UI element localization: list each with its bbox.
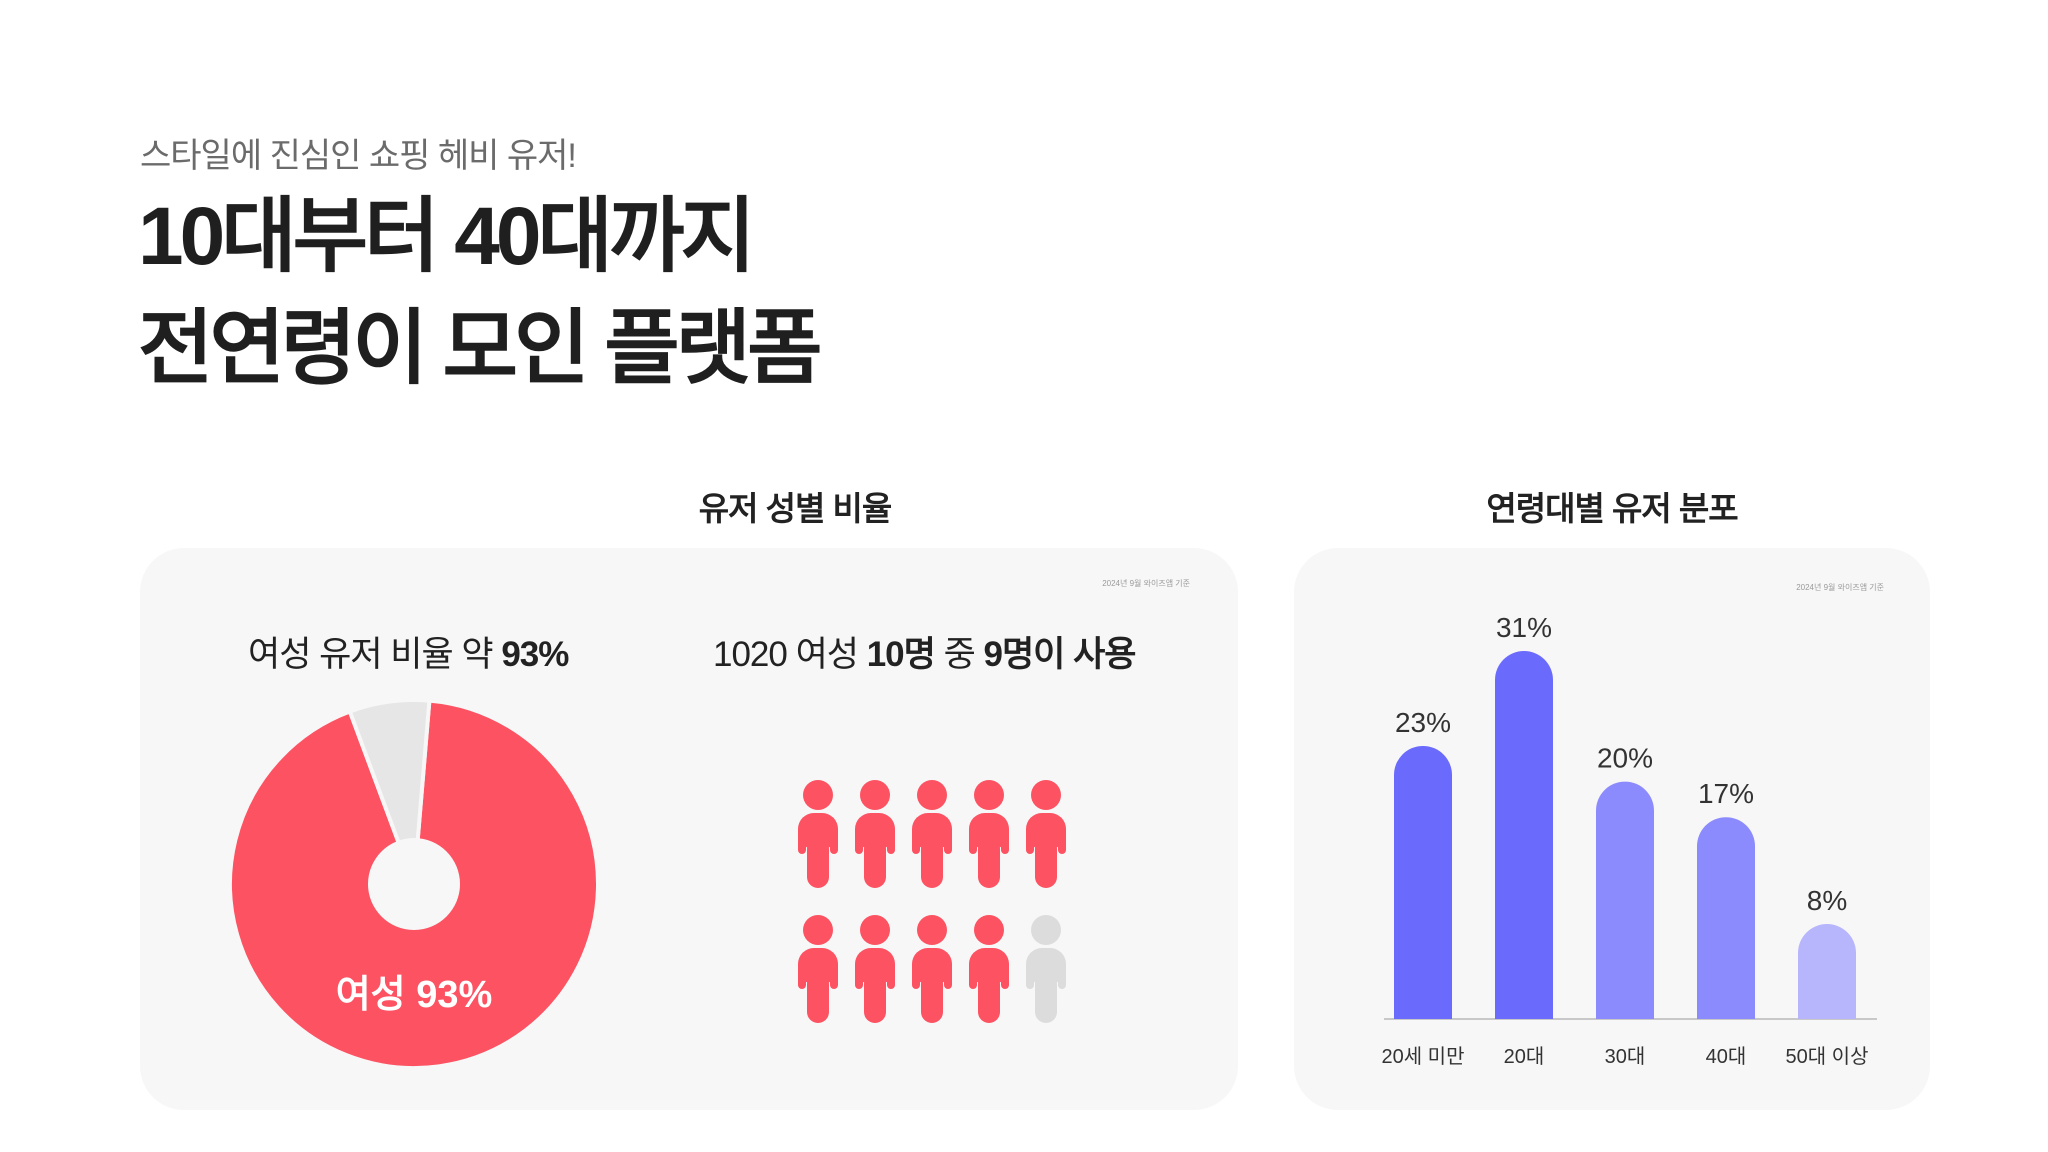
- gender-ratio-card: 2024년 9월 와이즈앱 기준 여성 유저 비율 약 93% 1020 여성 …: [140, 548, 1238, 1110]
- person-icon: [855, 915, 895, 1023]
- page-title-line1: 10대부터 40대까지: [138, 191, 756, 282]
- age-bar-chart: 23% 20세 미만 31% 20대 20% 30대 17% 40대 8% 50대 이상: [1381, 612, 1877, 1068]
- age-section-title: 연령대별 유저 분포: [1486, 490, 1738, 527]
- person-pictogram: [798, 780, 1066, 1023]
- gender-section-title: 유저 성별 비율: [698, 490, 893, 527]
- pie-slice-other: [347, 698, 432, 885]
- category-label: 40대: [1706, 1045, 1747, 1068]
- source-note: 2024년 9월 와이즈앱 기준: [1796, 583, 1884, 592]
- page-subtitle: 스타일에 진심인 쇼핑 헤비 유저!: [140, 137, 577, 175]
- bar: [1596, 781, 1654, 1019]
- heading-value: 9명이 사용: [983, 635, 1137, 674]
- young-female-heading: 1020 여성 10명 중 9명이 사용: [713, 626, 1137, 677]
- bar: [1697, 817, 1755, 1019]
- bar-value-label: 17%: [1698, 778, 1754, 809]
- category-label: 50대 이상: [1785, 1045, 1868, 1068]
- bar: [1798, 924, 1856, 1019]
- heading-value: 93%: [501, 635, 569, 674]
- category-label: 20세 미만: [1381, 1045, 1464, 1068]
- heading-text: 여성 유저 비율 약: [248, 635, 502, 674]
- person-icon: [798, 915, 838, 1023]
- person-icon: [855, 780, 895, 888]
- age-distribution-card: 2024년 9월 와이즈앱 기준 23% 20세 미만 31% 20대 20% 30대 17…: [1294, 548, 1930, 1110]
- person-icon: [912, 780, 952, 888]
- person-icon: [1026, 780, 1066, 888]
- bar: [1394, 745, 1452, 1019]
- page-title-line2: 전연령이 모인 플랫폼: [138, 303, 823, 394]
- bar: [1495, 651, 1553, 1019]
- person-icon: [969, 780, 1009, 888]
- category-label: 30대: [1605, 1045, 1646, 1068]
- bar-value-label: 23%: [1395, 707, 1451, 738]
- bar-value-label: 20%: [1597, 743, 1653, 774]
- person-icon: [912, 915, 952, 1023]
- heading-value: 10명: [866, 635, 936, 674]
- bar-value-label: 31%: [1496, 612, 1552, 643]
- source-note: 2024년 9월 와이즈앱 기준: [1102, 579, 1190, 588]
- person-icon: [1026, 915, 1066, 1023]
- person-icon: [798, 780, 838, 888]
- pie-center-hole: [368, 838, 460, 930]
- bar-value-label: 8%: [1807, 885, 1847, 916]
- female-ratio-heading: 여성 유저 비율 약 93%: [248, 626, 569, 677]
- pie-data-label: 여성 93%: [336, 974, 493, 1016]
- gender-pie-chart: 여성 93%: [228, 698, 600, 1070]
- category-label: 20대: [1504, 1045, 1545, 1068]
- person-icon: [969, 915, 1009, 1023]
- heading-text: 1020 여성: [713, 635, 867, 674]
- heading-text: 중: [934, 635, 984, 674]
